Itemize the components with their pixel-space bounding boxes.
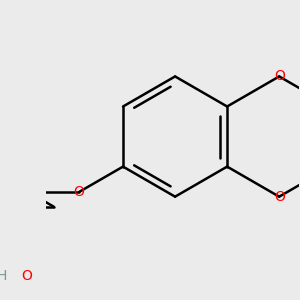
- Text: H: H: [0, 269, 8, 284]
- Text: O: O: [274, 69, 285, 83]
- Text: O: O: [21, 269, 32, 284]
- Text: O: O: [74, 185, 85, 199]
- Text: O: O: [274, 190, 285, 204]
